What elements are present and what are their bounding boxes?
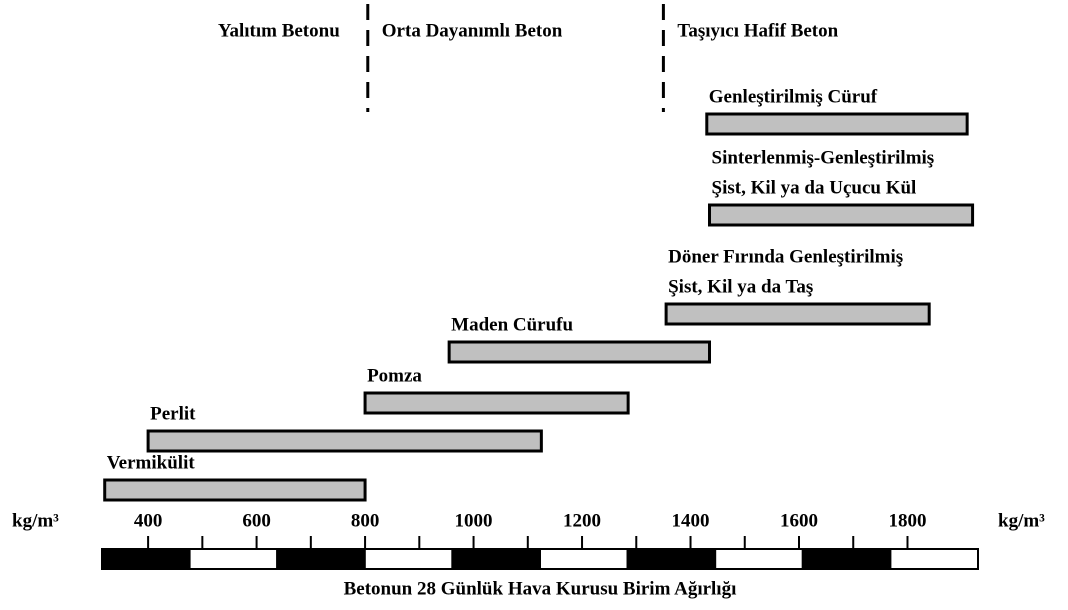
bar-label: Pomza [367,365,422,386]
unit-left: kg/m³ [12,510,59,531]
bar-label: Şist, Kil ya da Taş [668,276,813,297]
axis-segment [539,548,629,570]
bar-label: Şist, Kil ya da Uçucu Kül [712,177,917,198]
bar-label: Sinterlenmiş-Genleştirilmiş [712,147,935,168]
zone-label: Orta Dayanımlı Beton [382,20,563,41]
axis-segment [889,548,980,570]
x-tick-label: 1800 [888,510,926,531]
zone-label: Taşıyıcı Hafif Beton [677,20,838,41]
range-bar [146,429,543,453]
zone-label: Yalıtım Betonu [218,20,340,41]
x-tick-label: 1600 [780,510,818,531]
x-tick-label: 400 [134,510,163,531]
range-bar [708,203,975,227]
bar-label: Genleştirilmiş Cüruf [709,86,878,107]
axis-segment [451,548,541,570]
range-bar [103,478,367,502]
axis-segment [188,548,279,570]
unit-right: kg/m³ [998,510,1045,531]
range-bar [705,112,969,136]
axis-segment [714,548,804,570]
x-tick-label: 1000 [455,510,493,531]
x-axis-title: Betonun 28 Günlük Hava Kurusu Birim Ağır… [344,578,737,599]
range-bar [664,302,931,326]
axis-segment [276,548,366,570]
bar-label: Perlit [150,403,196,424]
x-tick-label: 1200 [563,510,601,531]
x-tick-label: 800 [351,510,380,531]
axis-segment [363,548,454,570]
axis-segment [626,548,717,570]
x-tick-label: 1400 [672,510,710,531]
bar-label: Vermikülit [107,452,196,473]
axis-segment [801,548,892,570]
range-bar [363,391,630,415]
x-tick-label: 600 [242,510,271,531]
bar-label: Maden Cürufu [451,314,573,335]
bar-label: Döner Fırında Genleştirilmiş [668,246,903,267]
axis-segment [101,548,191,570]
range-bar [447,340,712,364]
